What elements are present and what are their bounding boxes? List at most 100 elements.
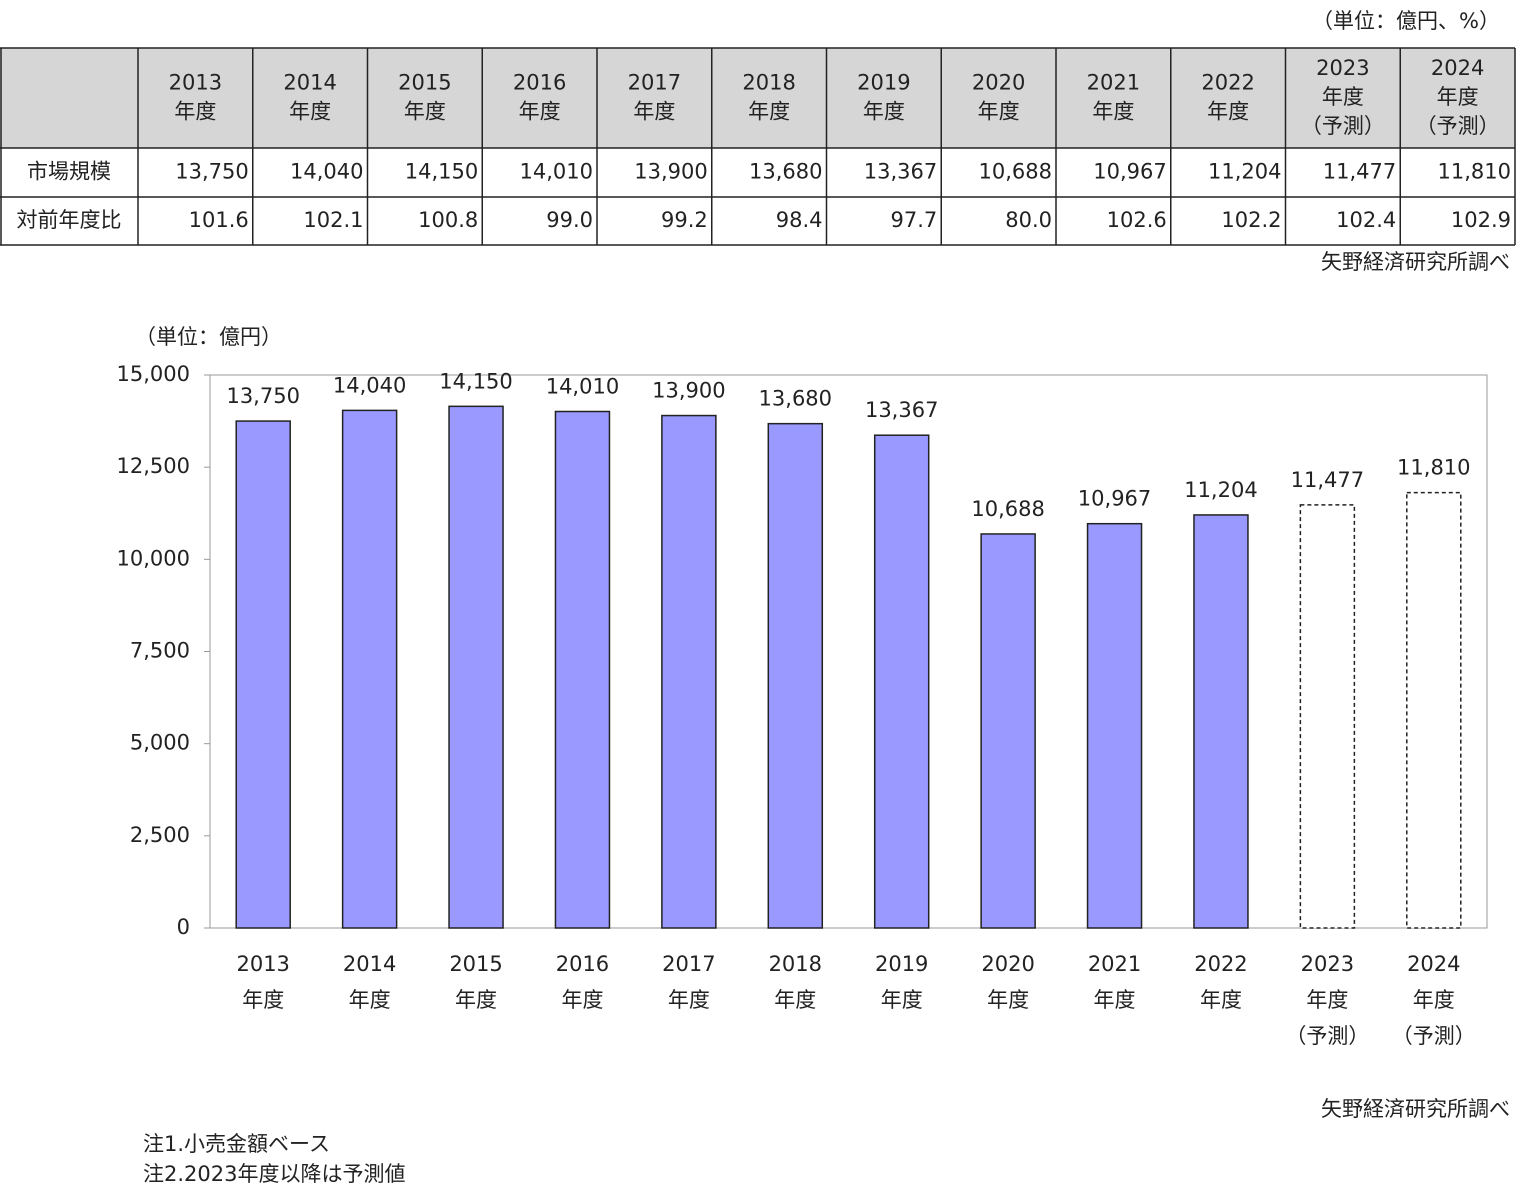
table-cell: 13,900 <box>634 160 707 184</box>
chart-source: 矢野経済研究所調べ <box>1321 1097 1510 1121</box>
table-cell: 14,040 <box>290 160 363 184</box>
x-tick-label: 2019 <box>875 952 928 976</box>
x-tick-label: 年度 <box>1200 988 1242 1012</box>
y-tick-label: 15,000 <box>117 362 190 386</box>
x-tick-label: 2022 <box>1194 952 1247 976</box>
y-unit: （単位：億円） <box>135 325 282 349</box>
y-tick-label: 7,500 <box>130 639 190 663</box>
x-tick-label: 年度 <box>1413 988 1455 1012</box>
x-tick-label: 年度 <box>349 988 391 1012</box>
x-tick-label: 2018 <box>769 952 822 976</box>
table-cell: 102.1 <box>303 208 363 232</box>
column-header: 2017 <box>628 71 681 95</box>
column-header: 年度 <box>748 100 790 124</box>
table-cell: 10,967 <box>1093 160 1166 184</box>
column-header: （予測） <box>1301 114 1385 138</box>
x-tick-label: 2015 <box>449 952 502 976</box>
table-cell: 11,204 <box>1208 160 1281 184</box>
column-header: 年度 <box>1092 100 1134 124</box>
bar <box>341 409 398 929</box>
note: 注1.小売金額ベース <box>143 1132 330 1156</box>
x-tick-label: 年度 <box>987 988 1029 1012</box>
column-header: 2019 <box>857 71 910 95</box>
column-header: （予測） <box>1416 114 1500 138</box>
table-cell: 99.0 <box>546 208 593 232</box>
value-label: 11,204 <box>1184 478 1257 502</box>
x-tick-label: 年度 <box>668 988 710 1012</box>
x-tick-label: （予測） <box>1285 1024 1369 1048</box>
table-source: 矢野経済研究所調べ <box>1321 250 1510 274</box>
y-tick-label: 2,500 <box>130 823 190 847</box>
row-header: 市場規模 <box>27 160 111 184</box>
table-cell: 14,010 <box>520 160 593 184</box>
x-tick-label: 年度 <box>455 988 497 1012</box>
column-header: 2014 <box>283 71 336 95</box>
table-header-bg <box>0 48 1515 148</box>
x-tick-label: 年度 <box>774 988 816 1012</box>
column-header: 2013 <box>169 71 222 95</box>
column-header: 2016 <box>513 71 566 95</box>
x-tick-label: 年度 <box>1094 988 1136 1012</box>
bar <box>554 410 611 929</box>
table-cell: 80.0 <box>1005 208 1052 232</box>
x-tick-label: 2017 <box>662 952 715 976</box>
table-cell: 102.9 <box>1451 208 1511 232</box>
table-cell: 102.6 <box>1107 208 1167 232</box>
column-header: 年度 <box>1322 85 1364 109</box>
x-tick-label: 年度 <box>561 988 603 1012</box>
bar <box>1299 504 1356 929</box>
plot-frame <box>209 374 1488 929</box>
value-label: 11,810 <box>1397 456 1470 480</box>
value-label: 10,688 <box>971 497 1044 521</box>
value-label: 14,010 <box>546 374 619 398</box>
column-header: 年度 <box>978 100 1020 124</box>
x-tick-label: 2024 <box>1407 952 1460 976</box>
column-header: 年度 <box>863 100 905 124</box>
column-header: 年度 <box>519 100 561 124</box>
x-tick-label: 年度 <box>881 988 923 1012</box>
bar <box>661 414 717 929</box>
table-cell: 11,810 <box>1438 160 1511 184</box>
bar <box>1193 514 1249 929</box>
table-cell: 102.4 <box>1336 208 1396 232</box>
bar <box>1086 522 1143 929</box>
value-label: 13,750 <box>226 384 299 408</box>
table-cell: 13,367 <box>864 160 937 184</box>
column-header: 年度 <box>289 100 331 124</box>
x-tick-label: 2013 <box>236 952 289 976</box>
value-label: 13,680 <box>759 387 832 411</box>
x-tick-label: 2016 <box>556 952 609 976</box>
bar <box>1406 491 1462 929</box>
x-tick-label: 年度 <box>1306 988 1348 1012</box>
value-label: 13,367 <box>865 398 938 422</box>
bar <box>980 533 1036 929</box>
column-header: 2023 <box>1316 56 1369 80</box>
y-tick-label: 0 <box>177 915 190 939</box>
column-header: 2020 <box>972 71 1025 95</box>
column-header: 年度 <box>1207 100 1249 124</box>
table-cell: 102.2 <box>1221 208 1281 232</box>
bar <box>448 405 504 929</box>
table-cell: 13,750 <box>175 160 248 184</box>
table-cell: 13,680 <box>749 160 822 184</box>
column-header: 2021 <box>1087 71 1140 95</box>
note: 注2.2023年度以降は予測値 <box>143 1162 405 1186</box>
column-header: 年度 <box>633 100 675 124</box>
y-tick-label: 5,000 <box>130 731 190 755</box>
x-tick-label: 2021 <box>1088 952 1141 976</box>
table-cell: 101.6 <box>189 208 249 232</box>
column-header: 2018 <box>742 71 795 95</box>
bar <box>767 422 824 929</box>
table-cell: 97.7 <box>890 208 937 232</box>
value-label: 14,040 <box>333 373 406 397</box>
bar <box>235 420 291 929</box>
column-header: 2024 <box>1431 56 1484 80</box>
column-header: 年度 <box>404 100 446 124</box>
table-cell: 10,688 <box>979 160 1052 184</box>
table-cell: 98.4 <box>776 208 823 232</box>
column-header: 年度 <box>1437 85 1479 109</box>
x-tick-label: （予測） <box>1392 1024 1476 1048</box>
column-header: 2022 <box>1201 71 1254 95</box>
